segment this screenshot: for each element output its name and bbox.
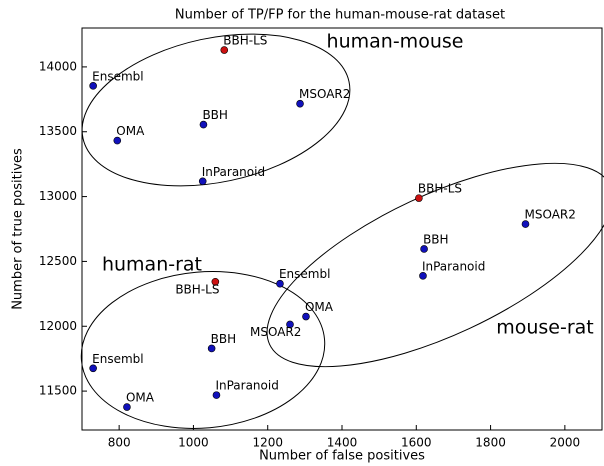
point <box>220 46 229 54</box>
point <box>276 279 284 288</box>
y-tick-label: 14000 <box>39 59 77 73</box>
point <box>420 245 428 253</box>
point <box>123 403 131 411</box>
point-label: Ensembl <box>92 69 143 83</box>
point-label: OMA <box>126 391 155 405</box>
group-ellipse <box>81 33 351 187</box>
group-ellipse <box>266 162 604 368</box>
point-label: BBH <box>202 108 228 122</box>
y-tick-label: 13000 <box>39 189 77 203</box>
group-ellipse <box>80 271 326 429</box>
point <box>302 312 310 321</box>
point <box>207 344 216 353</box>
x-tick-label: 1200 <box>252 436 283 450</box>
point-label: BBH-LS <box>418 182 462 196</box>
point-label: BBH-LS <box>175 282 219 296</box>
group-label: human-mouse <box>327 31 464 53</box>
point <box>212 391 221 399</box>
point <box>89 364 97 373</box>
point <box>296 99 304 108</box>
point-label: MSOAR2 <box>299 87 350 101</box>
x-tick-label: 1600 <box>401 436 432 450</box>
x-axis-label: Number of false positives <box>259 449 425 464</box>
point-label: MSOAR2 <box>250 325 301 339</box>
x-tick-label: 2000 <box>550 436 581 450</box>
x-tick-label: 800 <box>108 436 131 450</box>
y-tick-label: 12000 <box>39 319 77 333</box>
point-label: BBH <box>211 332 237 346</box>
point-label: Ensembl <box>279 267 330 281</box>
point-label: MSOAR2 <box>524 208 575 222</box>
point <box>419 272 427 280</box>
point-label: InParanoid <box>215 379 278 393</box>
group-label: human-rat <box>102 254 202 276</box>
point-label: OMA <box>116 124 145 138</box>
point <box>113 136 122 145</box>
point <box>89 82 97 90</box>
point <box>521 220 530 228</box>
point-label: BBH <box>423 232 449 246</box>
point <box>415 194 423 202</box>
point-label: InParanoid <box>422 259 485 273</box>
y-axis-label: Number of true positives <box>11 148 26 310</box>
y-tick-label: 12500 <box>39 254 77 268</box>
y-tick-label: 11500 <box>39 384 77 398</box>
point <box>199 120 208 129</box>
point-label: InParanoid <box>202 165 265 179</box>
point <box>211 277 220 286</box>
chart-title: Number of TP/FP for the human-mouse-rat … <box>175 8 505 23</box>
point <box>198 177 207 186</box>
point-label: BBH-LS <box>223 34 267 48</box>
x-tick-label: 1000 <box>178 436 209 450</box>
group-label: mouse-rat <box>496 317 594 339</box>
x-tick-label: 1400 <box>327 436 358 450</box>
point <box>286 320 294 329</box>
y-tick-label: 13500 <box>39 124 77 138</box>
x-tick-label: 1800 <box>475 436 506 450</box>
point-label: Ensembl <box>92 352 143 366</box>
point-label: OMA <box>305 300 334 314</box>
